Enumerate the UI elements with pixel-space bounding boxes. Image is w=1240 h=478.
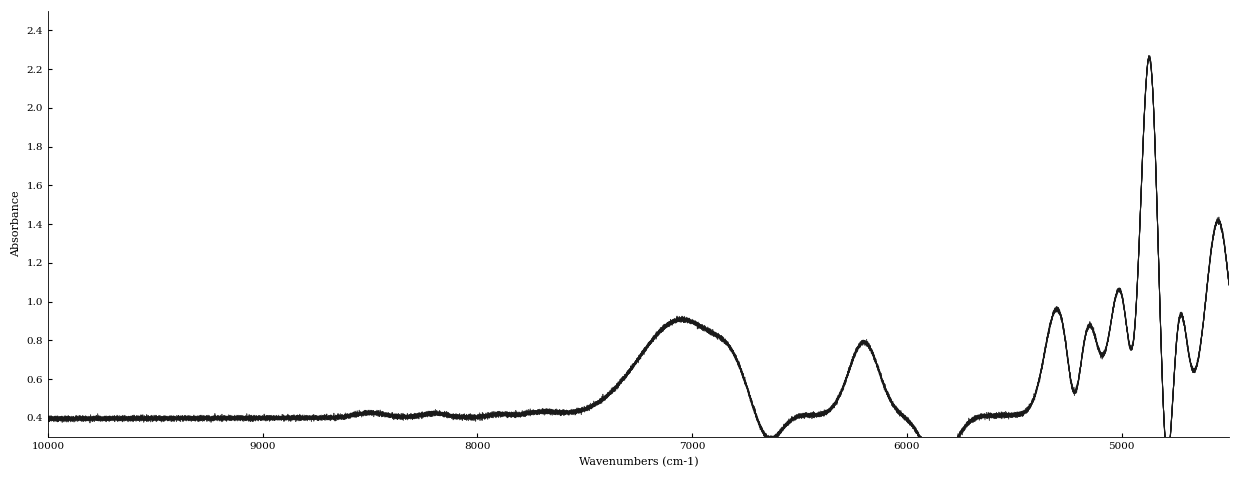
Y-axis label: Absorbance: Absorbance bbox=[11, 191, 21, 258]
X-axis label: Wavenumbers (cm-1): Wavenumbers (cm-1) bbox=[579, 456, 698, 467]
